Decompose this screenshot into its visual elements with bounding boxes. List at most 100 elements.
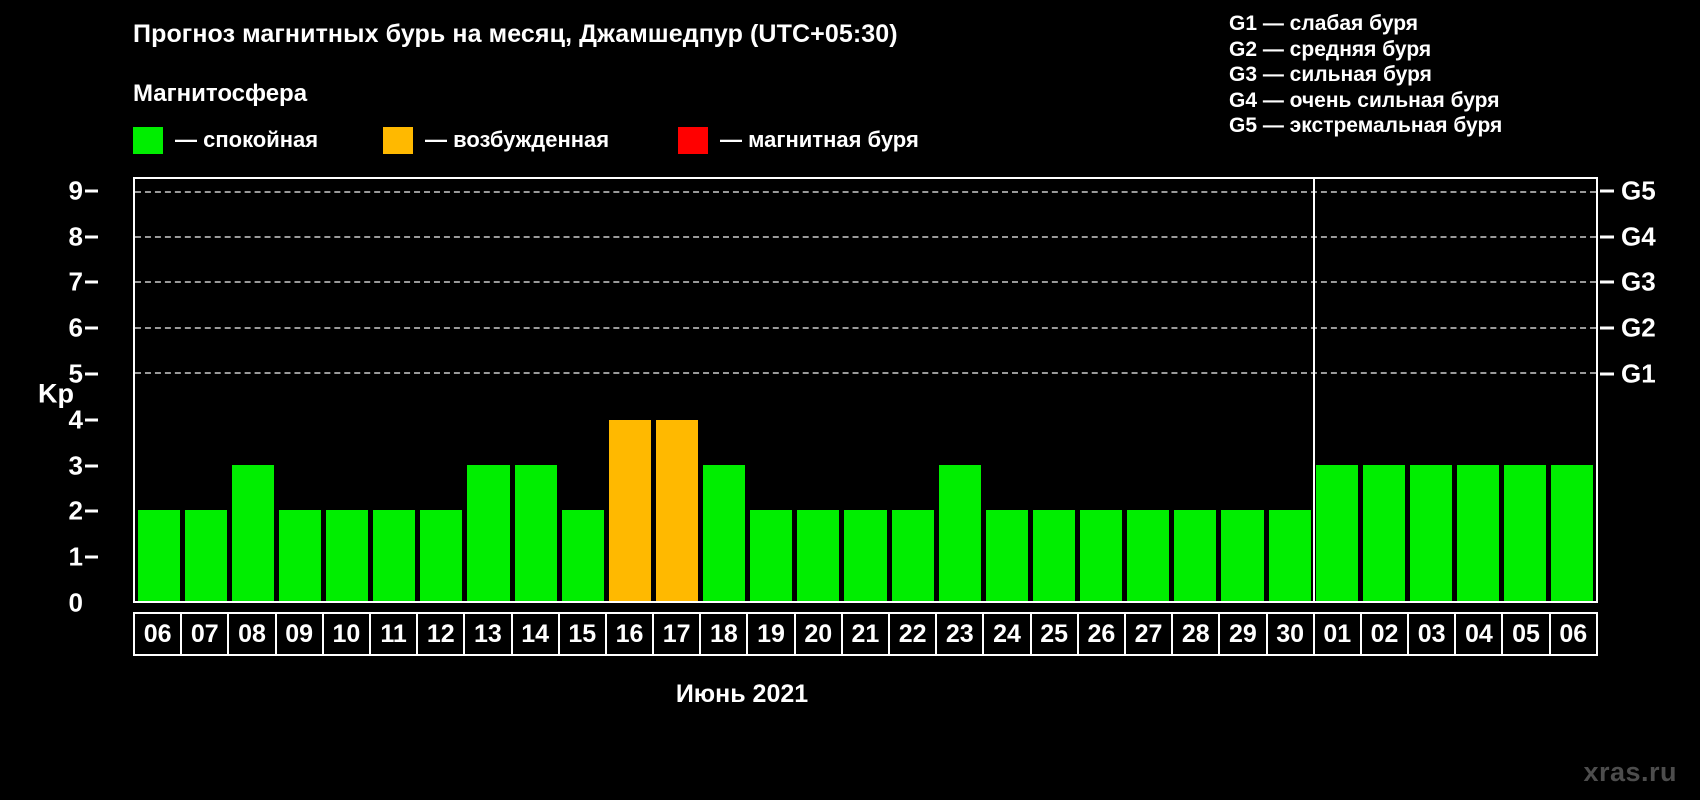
y-tick-mark-8 [85,235,98,239]
bar-cell [795,179,842,601]
bar-day-20 [797,510,840,601]
bar-cell [182,179,229,601]
x-axis-day-03: 03 [1407,612,1457,656]
g-tick-mark-G4 [1600,235,1614,239]
bar-day-25 [1032,510,1075,601]
y-axis: Kp 0 1 2 3 4 5 6 7 8 9 [0,0,133,800]
g-scale-legend: G1 — слабая буря G2 — средняя буря G3 — си… [1229,11,1502,139]
bar-cell [135,179,182,601]
g-tick-label-G5: G5 [1621,175,1656,206]
x-axis-day-05: 05 [1501,612,1551,656]
legend-entry-calm: — спокойная [133,126,319,154]
bar-cell [983,179,1030,601]
y-tick-label-0: 0 [68,587,83,618]
bar-cell [1360,179,1407,601]
g-legend-item-2: G2 — средняя буря [1229,37,1432,61]
gridline-kp-6 [135,326,1596,329]
g-tick-label-G2: G2 [1621,312,1656,343]
x-axis-day-14: 14 [510,612,560,656]
bar-cell [1549,179,1596,601]
x-axis-day-13: 13 [463,612,513,656]
x-axis-day-07: 07 [180,612,230,656]
x-axis-day-labels: 06 07 08 09 10 11 12 13 14 15 16 17 18 19 20 21 22 23 24 25… [133,612,1598,656]
legend-entry-unsettled: — возбужденная [383,126,610,154]
y-tick-label-2: 2 [68,495,83,526]
x-axis-day-30: 30 [1265,612,1315,656]
bar-day-15 [561,510,604,601]
legend-swatch-unsettled [383,126,413,154]
bar-day-06 [137,510,180,601]
g-legend-item-5: G5 — экстремальная буря [1229,114,1503,137]
x-axis-day-25: 25 [1029,612,1079,656]
legend-label-calm: — спокойная [175,127,319,152]
bar-day-17 [655,419,698,601]
y-tick-label-7: 7 [68,266,83,297]
x-axis-day-16: 16 [604,612,655,656]
bar-day-03 [1409,464,1452,601]
y-tick-mark-3 [85,464,98,468]
bar-cell [1313,179,1360,601]
x-axis-day-28: 28 [1171,612,1221,656]
bar-cell [1455,179,1502,601]
bar-cell [276,179,323,601]
bar-day-08 [231,464,274,601]
bar-day-12 [420,510,463,601]
bar-cell [1125,179,1172,601]
bar-cell [512,179,559,601]
watermark: xras.ru [1583,757,1677,787]
chart-plot-area [133,177,1598,603]
g-tick-mark-G2 [1600,326,1614,330]
month-divider-line [1313,179,1316,601]
bar-cell [889,179,936,601]
bar-cell [418,179,465,601]
y-tick-mark-5 [85,372,98,376]
bar-day-01 [1315,464,1358,601]
legend-label-unsettled: — возбужденная [425,127,610,152]
x-axis-day-23: 23 [935,612,985,656]
x-axis-label: Июнь 2021 [0,680,1700,709]
g-legend-item-4: G4 — очень сильная буря [1229,88,1500,112]
x-axis-day-29: 29 [1218,612,1268,656]
gridline-kp-7 [135,281,1596,284]
y-tick-label-1: 1 [68,541,83,572]
g-legend-item-1: G1 — слабая буря [1229,12,1419,35]
y-axis-label: Kp [38,378,74,409]
y-tick-label-6: 6 [68,312,83,343]
bar-day-27 [1127,510,1170,601]
y-tick-mark-9 [85,189,98,193]
page-title: Прогноз магнитных бурь на месяц, Джамшед… [133,20,898,48]
bar-cell [936,179,983,601]
bar-day-13 [467,464,510,601]
bar-day-09 [278,510,321,601]
g-tick-mark-G3 [1600,280,1614,284]
bar-cell [1502,179,1549,601]
bar-day-16 [608,419,651,601]
bar-cell [1219,179,1266,601]
gridline-kp-9 [135,190,1596,193]
bar-cell [1030,179,1077,601]
x-axis-day-04: 04 [1454,612,1504,656]
bar-cell [653,179,700,601]
y-tick-mark-4 [85,418,98,422]
x-axis-day-24: 24 [982,612,1032,656]
g-tick-mark-G1 [1600,372,1614,376]
bar-cell [371,179,418,601]
x-axis-day-17: 17 [652,612,702,656]
legend-swatch-calm [133,126,163,154]
bar-day-14 [514,464,557,601]
x-axis-day-18: 18 [699,612,749,656]
bar-day-21 [844,510,887,601]
bar-cell [1266,179,1313,601]
y-tick-mark-6 [85,326,98,330]
bar-cell [324,179,371,601]
y-tick-label-8: 8 [68,221,83,252]
bar-day-29 [1221,510,1264,601]
bar-cell [748,179,795,601]
x-axis-day-15: 15 [557,612,607,656]
bar-day-04 [1457,464,1500,601]
legend-swatch-storm [678,126,708,154]
bar-cell [701,179,748,601]
x-axis-day-08: 08 [227,612,277,656]
x-axis-day-19: 19 [746,612,796,656]
bar-series [135,179,1596,601]
